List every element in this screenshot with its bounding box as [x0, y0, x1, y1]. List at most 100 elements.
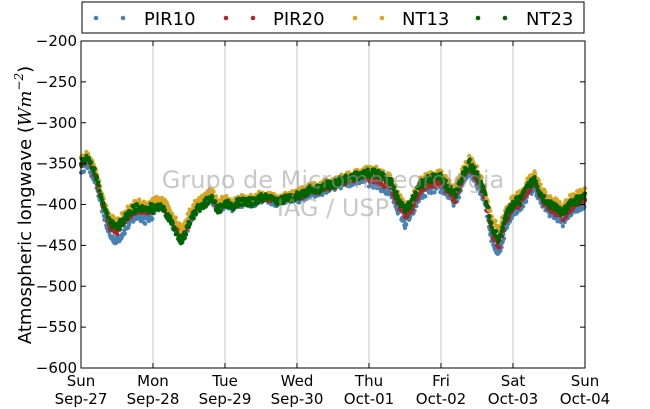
data-point: [459, 179, 464, 184]
data-point: [408, 202, 414, 207]
x-tick-label-date: Sep-29: [199, 390, 252, 408]
data-point: [392, 185, 397, 190]
watermark: Grupo de Micrometeorologia IAG / USP: [162, 166, 504, 222]
x-tick-label-date: Sep-30: [271, 390, 324, 408]
data-point: [150, 216, 155, 221]
y-axis-label-close: ): [15, 66, 36, 73]
legend-entry-pir20: PIR20: [223, 9, 325, 30]
data-point: [548, 205, 553, 211]
data-point: [494, 229, 499, 234]
data-point: [89, 160, 94, 165]
data-point: [394, 189, 399, 195]
watermark-line-2: IAG / USP: [277, 194, 389, 222]
data-point: [517, 201, 522, 207]
data-point: [488, 208, 493, 213]
legend-marker-pir10: [93, 15, 99, 21]
legend-entry-nt13: NT13: [352, 9, 449, 30]
y-tick-label: −400: [36, 196, 77, 214]
data-point: [582, 204, 587, 209]
y-tick-label: −300: [36, 114, 77, 132]
x-tick-label-date: Oct-02: [416, 390, 466, 408]
legend-label-pir10: PIR10: [144, 9, 196, 30]
data-point: [81, 169, 87, 174]
data-point: [535, 184, 540, 189]
legend-marker-pir20: [223, 15, 229, 21]
x-tick-label-date: Oct-03: [488, 390, 538, 408]
legend-marker-nt23: [502, 15, 508, 21]
data-point: [528, 188, 533, 193]
y-tick-label: −450: [36, 236, 77, 254]
legend: PIR10 PIR20 NT13 NT23: [81, 1, 585, 34]
y-tick-label: −250: [36, 73, 77, 91]
data-point: [338, 186, 343, 191]
legend-marker-nt23: [475, 15, 481, 21]
data-point: [216, 205, 221, 211]
data-point: [371, 185, 376, 190]
data-point: [504, 215, 510, 220]
data-point: [194, 211, 199, 216]
legend-label-nt13: NT13: [402, 9, 449, 30]
data-point: [493, 219, 498, 224]
data-point: [239, 202, 244, 207]
data-point: [561, 217, 566, 222]
data-point: [225, 198, 231, 203]
data-point: [448, 184, 453, 189]
data-point: [210, 194, 215, 199]
data-point: [451, 203, 456, 208]
legend-marker-nt13: [352, 15, 358, 21]
data-point: [498, 248, 503, 253]
data-point: [422, 182, 427, 187]
series-nt23: [78, 153, 588, 246]
data-point: [459, 176, 465, 181]
data-point: [507, 210, 512, 215]
x-tick-label-day: Tue: [211, 372, 238, 390]
x-tick-label-date: Oct-01: [344, 390, 394, 408]
x-tick-label-day: Wed: [281, 372, 314, 390]
data-point: [453, 194, 459, 199]
x-tick-label-day: Fri: [432, 372, 450, 390]
data-point: [97, 188, 102, 193]
data-point: [170, 221, 175, 226]
y-axis-label: Atmospheric longwave (Wm−2): [12, 66, 36, 344]
data-point: [182, 236, 187, 241]
watermark-line-1: Grupo de Micrometeorologia: [162, 166, 504, 194]
data-point: [258, 192, 264, 197]
x-tick-label-day: Thu: [354, 372, 383, 390]
data-points: [78, 149, 588, 256]
data-point: [387, 172, 393, 177]
y-tick-label: −350: [36, 155, 77, 173]
data-point: [191, 216, 196, 221]
data-point: [122, 231, 127, 236]
data-point: [429, 180, 434, 185]
axes: SunSep-27MonSep-28TueSep-29WedSep-30ThuO…: [36, 32, 610, 408]
data-point: [497, 237, 502, 242]
legend-label-nt23: NT23: [526, 9, 573, 30]
data-point: [504, 225, 510, 230]
legend-label-pir20: PIR20: [273, 9, 325, 30]
data-point: [476, 174, 481, 179]
data-point: [161, 204, 166, 210]
data-point: [487, 214, 492, 219]
x-tick-label-date: Sep-28: [127, 390, 180, 408]
data-point: [467, 157, 472, 162]
data-point: [150, 202, 155, 207]
data-point: [557, 200, 562, 205]
data-point: [101, 201, 106, 206]
data-point: [489, 225, 495, 230]
data-point: [213, 199, 218, 204]
data-point: [369, 175, 375, 180]
data-point: [96, 180, 101, 185]
legend-frame: [81, 1, 585, 34]
data-point: [447, 178, 452, 183]
x-tick-label-day: Mon: [137, 372, 169, 390]
data-point: [443, 178, 448, 183]
y-tick-label: −600: [36, 359, 77, 377]
data-point: [524, 199, 529, 204]
x-tick-label-day: Sat: [501, 372, 526, 390]
data-point: [497, 245, 502, 250]
data-point: [114, 232, 120, 237]
data-point: [566, 206, 571, 211]
data-point: [563, 210, 568, 216]
data-point: [255, 200, 261, 206]
